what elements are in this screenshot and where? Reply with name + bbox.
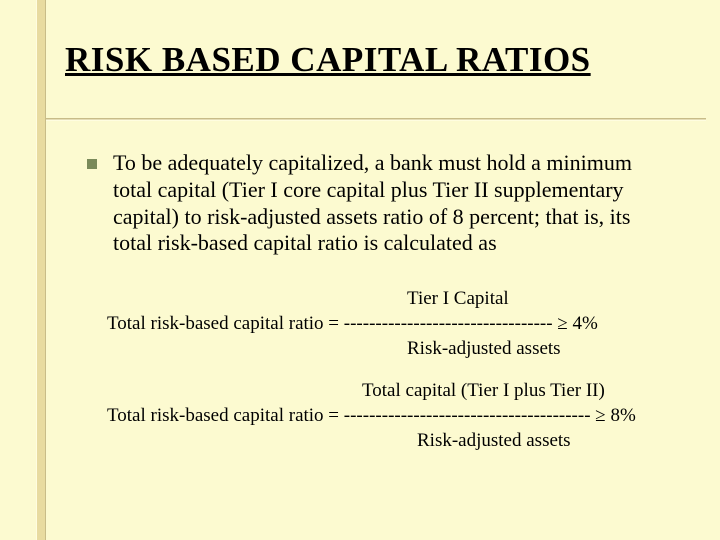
formula1-denominator: Risk-adjusted assets <box>107 337 670 362</box>
formula1-numerator: Tier I Capital <box>107 287 670 312</box>
body-paragraph: To be adequately capitalized, a bank mus… <box>113 150 670 257</box>
formulas-section: Tier I Capital Total risk-based capital … <box>107 287 670 453</box>
slide-body: To be adequately capitalized, a bank mus… <box>87 150 670 453</box>
formula-total: Total capital (Tier I plus Tier II) Tota… <box>107 379 670 453</box>
formula2-lhs: Total risk-based capital ratio = <box>107 405 344 426</box>
slide-title: RISK BASED CAPITAL RATIOS <box>65 40 675 80</box>
formula2-denominator: Risk-adjusted assets <box>107 429 670 454</box>
formula1-dashes: --------------------------------- <box>344 313 553 334</box>
formula2-rhs: ≥ 8% <box>591 405 636 426</box>
bullet-item: To be adequately capitalized, a bank mus… <box>87 150 670 257</box>
formula1-lhs: Total risk-based capital ratio = <box>107 313 344 334</box>
formula2-numerator: Total capital (Tier I plus Tier II) <box>107 379 670 404</box>
slide: RISK BASED CAPITAL RATIOS To be adequate… <box>0 0 720 540</box>
formula2-dashes: --------------------------------------- <box>344 405 591 426</box>
horizontal-divider <box>46 118 706 121</box>
formula1-equation: Total risk-based capital ratio = -------… <box>107 312 670 337</box>
formula-tier1: Tier I Capital Total risk-based capital … <box>107 287 670 361</box>
formula1-rhs: ≥ 4% <box>553 313 598 334</box>
square-bullet-icon <box>87 159 97 169</box>
left-rail-decoration <box>36 0 46 540</box>
formula2-equation: Total risk-based capital ratio = -------… <box>107 404 670 429</box>
